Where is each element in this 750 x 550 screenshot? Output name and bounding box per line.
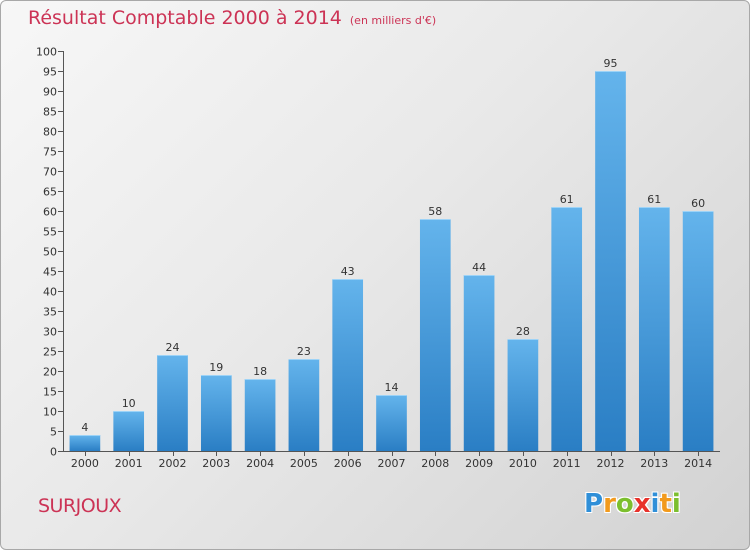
x-tick-label: 2009: [465, 457, 493, 470]
bar-value-label: 14: [385, 381, 399, 394]
y-tick-label: 30: [43, 326, 57, 339]
x-tick-label: 2003: [202, 457, 230, 470]
bar: [507, 339, 539, 451]
bar: [595, 71, 626, 451]
bar-value-label: 18: [253, 365, 267, 378]
y-tick-label: 20: [43, 366, 57, 379]
logo-letter: i: [671, 489, 681, 519]
y-tick-label: 75: [43, 146, 57, 159]
bar-value-label: 43: [341, 265, 355, 278]
y-tick-label: 55: [43, 226, 57, 239]
x-tick-label: 2006: [334, 457, 362, 470]
bar-value-label: 10: [122, 397, 136, 410]
x-tick-label: 2000: [71, 457, 99, 470]
x-tick-label: 2002: [159, 457, 187, 470]
y-tick-label: 80: [43, 126, 57, 139]
x-tick-label: 2005: [290, 457, 318, 470]
y-tick-label: 15: [43, 386, 57, 399]
x-tick-label: 2001: [115, 457, 143, 470]
y-tick-label: 60: [43, 206, 57, 219]
bar-value-label: 19: [209, 361, 223, 374]
bar: [69, 435, 101, 451]
bar: [682, 211, 714, 451]
proxiti-logo: Proxiti: [584, 489, 681, 519]
y-tick-label: 10: [43, 406, 57, 419]
x-tick-label: 2010: [509, 457, 537, 470]
x-tick-label: 2014: [684, 457, 712, 470]
y-tick-label: 85: [43, 106, 57, 119]
x-axis: 2000 2001 2002 2003 2004 2005 2006 2007 2008 2009…: [63, 451, 720, 470]
y-tick-label: 25: [43, 346, 57, 359]
commune-name: SURJOUX: [38, 495, 122, 517]
bar: [463, 275, 495, 451]
bar: [332, 279, 364, 451]
y-tick-label: 35: [43, 306, 57, 319]
bar-value-label: 58: [428, 205, 442, 218]
bar: [419, 219, 451, 451]
y-tick-label: 90: [43, 86, 57, 99]
logo-letter: P: [584, 489, 604, 519]
x-tick-label: 2004: [246, 457, 274, 470]
x-tick-label: 2007: [378, 457, 406, 470]
bar-value-label: 28: [516, 325, 530, 338]
bar: [244, 379, 276, 451]
y-tick-label: 50: [43, 246, 57, 259]
logo-letter: r: [603, 489, 616, 519]
bars: 4 10 24 19 18 23 43 14 58 44 28 61 95 61 60: [69, 57, 714, 451]
logo-letter: o: [615, 489, 634, 519]
y-tick-label: 0: [50, 446, 57, 459]
bar-value-label: 95: [604, 57, 618, 70]
y-tick-label: 5: [50, 426, 57, 439]
bar: [288, 359, 320, 451]
bar: [157, 355, 188, 451]
bar-value-label: 44: [472, 261, 486, 274]
x-tick-label: 2008: [421, 457, 449, 470]
logo-letter: t: [659, 489, 672, 519]
bar-value-label: 23: [297, 345, 311, 358]
chart-subtitle: (en milliers d'€): [349, 14, 437, 27]
y-tick-label: 100: [36, 46, 57, 59]
y-tick-label: 65: [43, 186, 57, 199]
bar-value-label: 61: [647, 193, 661, 206]
y-tick-label: 70: [43, 166, 57, 179]
bar-value-label: 24: [166, 341, 180, 354]
title-row: Résultat Comptable 2000 à 2014 (en millie…: [28, 7, 436, 29]
y-tick-label: 40: [43, 286, 57, 299]
chart-title: Résultat Comptable 2000 à 2014: [28, 7, 342, 29]
bar: [551, 207, 583, 451]
x-tick-label: 2013: [640, 457, 668, 470]
bar: [200, 375, 232, 451]
logo-letter: x: [633, 489, 651, 519]
bar-value-label: 4: [81, 421, 88, 434]
bar: [376, 395, 407, 451]
bar-value-label: 61: [560, 193, 574, 206]
y-tick-label: 45: [43, 266, 57, 279]
bar-value-label: 60: [691, 197, 705, 210]
x-tick-label: 2011: [553, 457, 581, 470]
x-tick-label: 2012: [597, 457, 625, 470]
bar: [638, 207, 670, 451]
y-axis: 0 5 10 15 20 25 30 35 40 45 50 55 60 65 70 75 80 85 90 95 10…: [36, 46, 64, 459]
bar: [113, 411, 145, 451]
y-tick-label: 95: [43, 66, 57, 79]
logo-letter: i: [650, 489, 660, 519]
